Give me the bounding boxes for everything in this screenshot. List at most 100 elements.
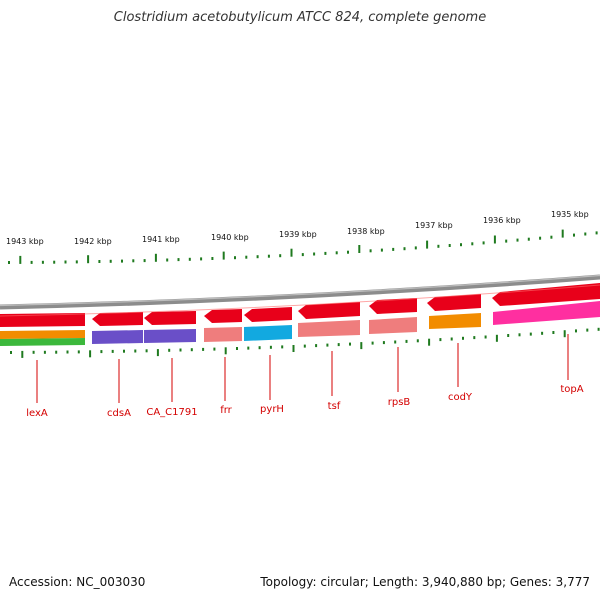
cog-track — [0, 301, 600, 346]
major-tick — [87, 255, 90, 264]
gene-cdsA-arrow[interactable] — [92, 312, 143, 326]
minor-tick — [123, 349, 125, 353]
major-tick — [224, 347, 227, 355]
gene-label-lexA: lexA — [26, 408, 48, 419]
lower-ticks — [10, 327, 600, 358]
gene-labels: lexA cdsA CA_C1791 frr pyrH tsf rpsB cod… — [26, 384, 584, 419]
scale-label: 1937 kbp — [415, 221, 453, 230]
minor-tick — [416, 339, 419, 343]
scale-label: 1938 kbp — [347, 227, 385, 236]
minor-tick — [279, 254, 282, 258]
minor-tick — [471, 242, 474, 246]
minor-tick — [392, 247, 395, 251]
major-tick — [358, 245, 361, 253]
minor-tick — [448, 244, 451, 247]
minor-tick — [586, 328, 589, 332]
scale-label: 1943 kbp — [6, 237, 44, 246]
minor-tick — [166, 258, 169, 262]
minor-tick — [269, 345, 272, 349]
minor-tick — [462, 336, 464, 340]
gene-cdsA-category[interactable] — [92, 330, 143, 344]
minor-tick — [258, 346, 261, 350]
minor-tick — [188, 257, 191, 261]
major-tick — [19, 255, 22, 264]
gene-frr-arrow[interactable] — [204, 309, 242, 323]
major-tick — [156, 349, 159, 357]
minor-tick — [53, 260, 56, 264]
minor-tick — [256, 255, 259, 259]
minor-tick — [168, 348, 171, 352]
minor-tick — [484, 335, 487, 339]
minor-tick — [43, 350, 46, 354]
minor-tick — [190, 348, 193, 352]
major-tick — [495, 334, 498, 342]
genome-summary-text: Topology: circular; Length: 3,940,880 bp… — [260, 575, 590, 589]
minor-tick — [234, 256, 236, 260]
gene-topA-category[interactable] — [493, 301, 600, 325]
gene-label-codY: codY — [448, 392, 473, 403]
minor-tick — [541, 331, 544, 335]
minor-tick — [335, 251, 338, 255]
minor-tick — [281, 345, 284, 349]
gene-label-rpsB: rpsB — [388, 397, 411, 408]
minor-tick — [179, 348, 182, 352]
scale-label: 1940 kbp — [211, 233, 249, 242]
major-tick — [360, 342, 363, 350]
gene-tsf-arrow[interactable] — [298, 302, 360, 319]
minor-tick — [575, 329, 577, 333]
minor-tick — [450, 337, 453, 341]
minor-tick — [143, 259, 146, 263]
genome-title: Clostridium acetobutylicum ATCC 824, com… — [113, 10, 487, 25]
scale-label: 1936 kbp — [483, 216, 521, 225]
major-tick — [21, 350, 24, 358]
gene-rpsB-arrow[interactable] — [369, 298, 417, 314]
gene-lexA-category[interactable] — [0, 330, 85, 339]
gene-CA_C1791-arrow[interactable] — [144, 311, 196, 325]
minor-tick — [245, 255, 248, 259]
minor-tick — [132, 259, 135, 263]
minor-tick — [403, 247, 406, 251]
minor-tick — [247, 346, 250, 350]
minor-tick — [595, 231, 598, 235]
gene-rpsB-category[interactable] — [369, 317, 417, 334]
gene-lexA-arrow[interactable] — [0, 313, 85, 327]
gene-CA_C1791-category[interactable] — [144, 329, 196, 343]
gene-topA-arrow[interactable] — [492, 283, 600, 306]
minor-tick — [213, 347, 216, 351]
minor-tick — [315, 344, 318, 348]
minor-tick — [552, 331, 555, 334]
gene-tsf-category[interactable] — [298, 320, 360, 337]
minor-tick — [301, 253, 304, 257]
major-tick — [290, 248, 293, 257]
gene-frr-category[interactable] — [204, 327, 242, 342]
minor-tick — [111, 349, 114, 353]
minor-tick — [460, 243, 462, 247]
minor-tick — [380, 248, 383, 252]
gene-label-CA_C1791: CA_C1791 — [146, 407, 197, 418]
gene-pyrH-category[interactable] — [244, 325, 292, 341]
minor-tick — [518, 333, 521, 337]
minor-tick — [507, 334, 510, 337]
scale-label: 1935 kbp — [551, 210, 589, 219]
minor-tick — [30, 260, 33, 264]
minor-tick — [516, 238, 519, 242]
minor-tick — [75, 260, 78, 264]
minor-tick — [371, 341, 374, 345]
gene-pyrH-arrow[interactable] — [244, 307, 292, 322]
cds-track — [0, 283, 600, 327]
minor-tick — [405, 339, 408, 343]
minor-tick — [394, 340, 397, 344]
major-tick — [222, 251, 225, 260]
minor-tick — [597, 327, 600, 331]
gene-codY-category[interactable] — [429, 313, 481, 329]
minor-tick — [109, 259, 112, 263]
gene-label-topA: topA — [560, 384, 583, 395]
major-tick — [561, 229, 564, 238]
gene-label-tsf: tsf — [328, 401, 341, 412]
major-tick — [493, 235, 496, 244]
minor-tick — [369, 249, 372, 253]
gene-codY-arrow[interactable] — [427, 294, 481, 311]
minor-tick — [267, 254, 270, 258]
minor-tick — [145, 349, 148, 353]
minor-tick — [202, 347, 205, 351]
